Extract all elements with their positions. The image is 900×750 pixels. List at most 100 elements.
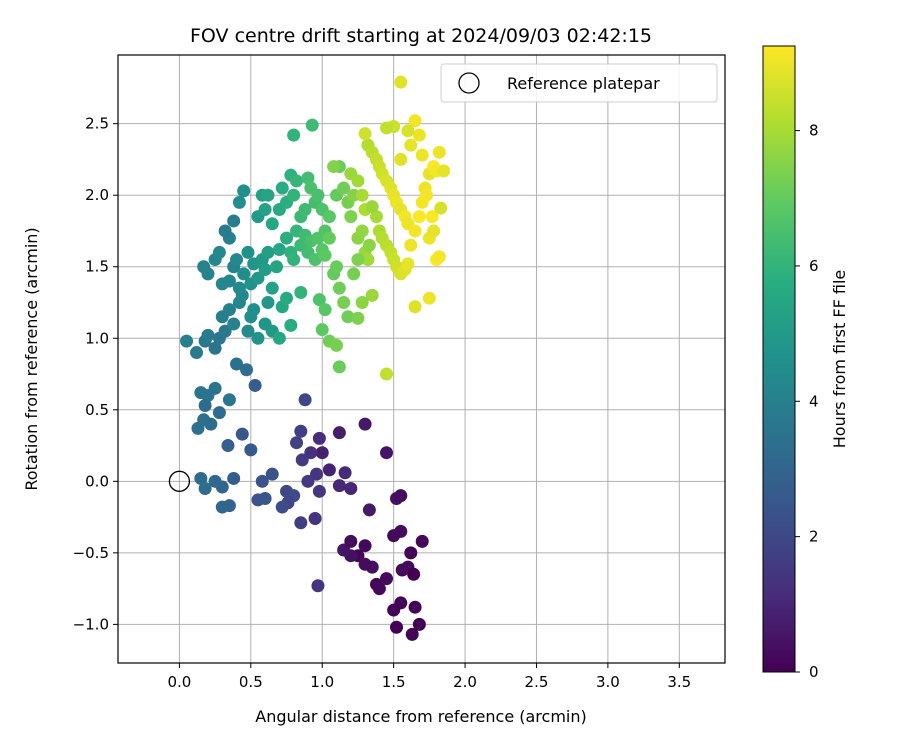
scatter-point <box>380 367 394 381</box>
x-tick-label: 0.5 <box>239 673 263 691</box>
scatter-point <box>244 443 258 457</box>
scatter-point <box>372 582 386 596</box>
colorbar-tick-label: 2 <box>809 528 819 546</box>
scatter-point <box>437 164 451 178</box>
x-tick-label: 2.5 <box>525 673 549 691</box>
scatter-point <box>298 393 312 407</box>
scatter-point <box>412 128 426 142</box>
colorbar-label: Hours from first FF file <box>830 270 849 449</box>
scatter-point <box>301 171 315 185</box>
scatter-point <box>218 324 232 338</box>
scatter-point <box>380 121 394 135</box>
y-axis-label: Rotation from reference (arcmin) <box>22 227 41 490</box>
scatter-point <box>280 291 294 305</box>
scatter-point <box>355 224 369 238</box>
chart-title: FOV centre drift starting at 2024/09/03 … <box>190 25 652 47</box>
scatter-point <box>272 331 286 345</box>
scatter-point <box>261 295 275 309</box>
scatter-point <box>284 318 298 332</box>
scatter-point <box>251 271 265 285</box>
scatter-point <box>248 378 262 392</box>
scatter-point <box>194 471 208 485</box>
scatter-point <box>308 512 322 526</box>
scatter-point <box>422 291 436 305</box>
scatter-point <box>227 214 241 228</box>
scatter-point <box>327 160 341 174</box>
legend: Reference platepar <box>440 63 718 103</box>
scatter-point <box>294 285 308 299</box>
scatter-point <box>298 203 312 217</box>
scatter-point <box>222 393 236 407</box>
scatter-point <box>351 174 365 188</box>
scatter-point <box>408 300 422 314</box>
scatter-point <box>425 210 439 224</box>
scatter-point <box>208 341 222 355</box>
scatter-point <box>408 114 422 128</box>
scatter-point <box>190 346 204 360</box>
scatter-point <box>304 446 318 460</box>
scatter-point <box>351 253 365 267</box>
scatter-point <box>394 489 408 503</box>
scatter-point <box>232 281 246 295</box>
scatter-point <box>380 446 394 460</box>
scatter-point <box>408 600 422 614</box>
colorbar-gradient <box>762 45 796 673</box>
scatter-point <box>315 446 329 460</box>
scatter-point <box>180 334 194 348</box>
scatter-point <box>235 427 249 441</box>
scatter-point <box>215 500 229 514</box>
scatter-point <box>251 331 265 345</box>
scatter-point <box>337 295 351 309</box>
x-tick-label: 1.0 <box>310 673 334 691</box>
scatter-point <box>358 127 372 141</box>
y-tick-label: 1.0 <box>85 329 109 347</box>
scatter-point <box>351 311 365 325</box>
scatter-point <box>310 467 324 481</box>
scatter-point <box>401 257 415 271</box>
scatter-point <box>212 245 226 259</box>
scatter-point <box>198 481 212 495</box>
scatter-point <box>201 328 215 342</box>
scatter-point <box>432 145 446 159</box>
scatter-point <box>394 75 408 89</box>
scatter-point <box>404 138 418 152</box>
x-axis-label: Angular distance from reference (arcmin) <box>255 707 586 726</box>
colorbar-ticks: 0 2 4 6 8 <box>795 122 819 681</box>
scatter-point <box>419 188 433 202</box>
scatter-point <box>261 188 275 202</box>
scatter-point <box>401 124 415 138</box>
scatter-point <box>275 181 289 195</box>
scatter-point <box>362 238 376 252</box>
scatter-point <box>355 295 369 309</box>
scatter-point <box>311 231 325 245</box>
legend-box <box>440 63 718 103</box>
scatter-point <box>415 534 429 548</box>
scatter-point <box>290 436 304 450</box>
scatter-point <box>408 224 422 238</box>
scatter-point <box>194 386 208 400</box>
scatter-point <box>407 567 421 581</box>
colorbar: 0 2 4 6 8 Hours from first FF file <box>762 45 849 681</box>
x-tick-label: 3.5 <box>667 673 691 691</box>
scatter-point <box>332 426 346 440</box>
scatter-point <box>270 260 284 274</box>
scatter-point <box>318 303 332 317</box>
scatter-point <box>365 200 379 214</box>
scatter-point <box>237 184 251 198</box>
scatter-point <box>434 201 448 215</box>
scatter-point <box>222 303 236 317</box>
scatter-point <box>227 471 241 485</box>
scatter-point <box>322 463 336 477</box>
y-axis-ticks: −1.0 −0.5 0.0 0.5 1.0 1.5 2.0 2.5 <box>73 115 118 633</box>
scatter-point <box>370 210 384 224</box>
scatter-point <box>390 620 404 634</box>
scatter-point <box>312 293 326 307</box>
scatter-point <box>294 516 308 530</box>
scatter-point <box>358 417 372 431</box>
scatter-point <box>427 224 441 238</box>
scatter-point <box>358 557 372 571</box>
legend-entry-reference-platepar: Reference platepar <box>507 74 660 93</box>
scatter-point <box>258 491 272 505</box>
x-tick-label: 0.0 <box>167 673 191 691</box>
